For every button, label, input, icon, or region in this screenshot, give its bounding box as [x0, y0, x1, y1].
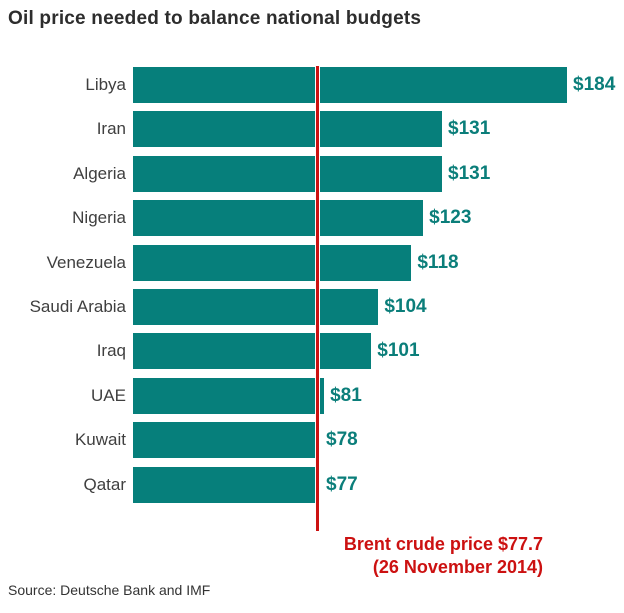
bar	[133, 67, 568, 103]
country-label: Saudi Arabia	[29, 297, 126, 316]
chart-row: Nigeria $123	[0, 200, 624, 237]
chart-row: Iraq $101	[0, 333, 624, 370]
value-label: $118	[417, 251, 459, 273]
reference-annotation-line2: (26 November 2014)	[372, 557, 543, 577]
country-label: Algeria	[73, 163, 126, 183]
value-label: $78	[326, 429, 358, 451]
bar	[133, 244, 412, 281]
source-note: Source: Deutsche Bank and IMF	[8, 582, 211, 598]
country-label: Libya	[85, 75, 126, 94]
chart-row: Algeria $131	[0, 155, 624, 192]
bar	[133, 155, 443, 192]
value-label: $104	[384, 296, 427, 317]
chart-row: Iran $131	[0, 111, 624, 148]
bar	[133, 422, 317, 459]
bar	[133, 200, 424, 237]
reference-line	[315, 66, 320, 531]
country-label: Iraq	[96, 341, 126, 361]
value-label: $131	[448, 118, 491, 140]
value-label: $77	[326, 473, 358, 495]
country-label: Iran	[96, 119, 126, 139]
chart-row: Saudi Arabia $104	[0, 289, 624, 325]
reference-annotation-line1: Brent crude price $77.7	[343, 534, 543, 554]
country-label: UAE	[91, 385, 126, 405]
bar	[133, 111, 443, 148]
chart-title: Oil price needed to balance national bud…	[8, 8, 422, 29]
bar	[133, 289, 379, 325]
chart-row: Kuwait $78	[0, 422, 624, 459]
chart-row: Qatar $77	[0, 466, 624, 503]
bar	[133, 377, 325, 414]
country-label: Nigeria	[72, 208, 126, 228]
value-label: $123	[429, 207, 472, 229]
value-label: $131	[448, 162, 491, 184]
country-label: Kuwait	[74, 430, 126, 450]
country-label: Qatar	[83, 474, 126, 494]
chart-row: UAE $81	[0, 377, 624, 414]
chart-row: Venezuela $118	[0, 244, 624, 281]
value-label: $101	[377, 340, 420, 362]
reference-annotation: Brent crude price $77.7 (26 November 201…	[344, 533, 543, 579]
country-label: Venezuela	[46, 252, 126, 272]
bar	[133, 466, 315, 503]
chart-row: Libya $184	[0, 67, 624, 103]
value-label: $184	[573, 74, 616, 95]
bar	[133, 333, 372, 370]
value-label: $81	[330, 384, 362, 406]
